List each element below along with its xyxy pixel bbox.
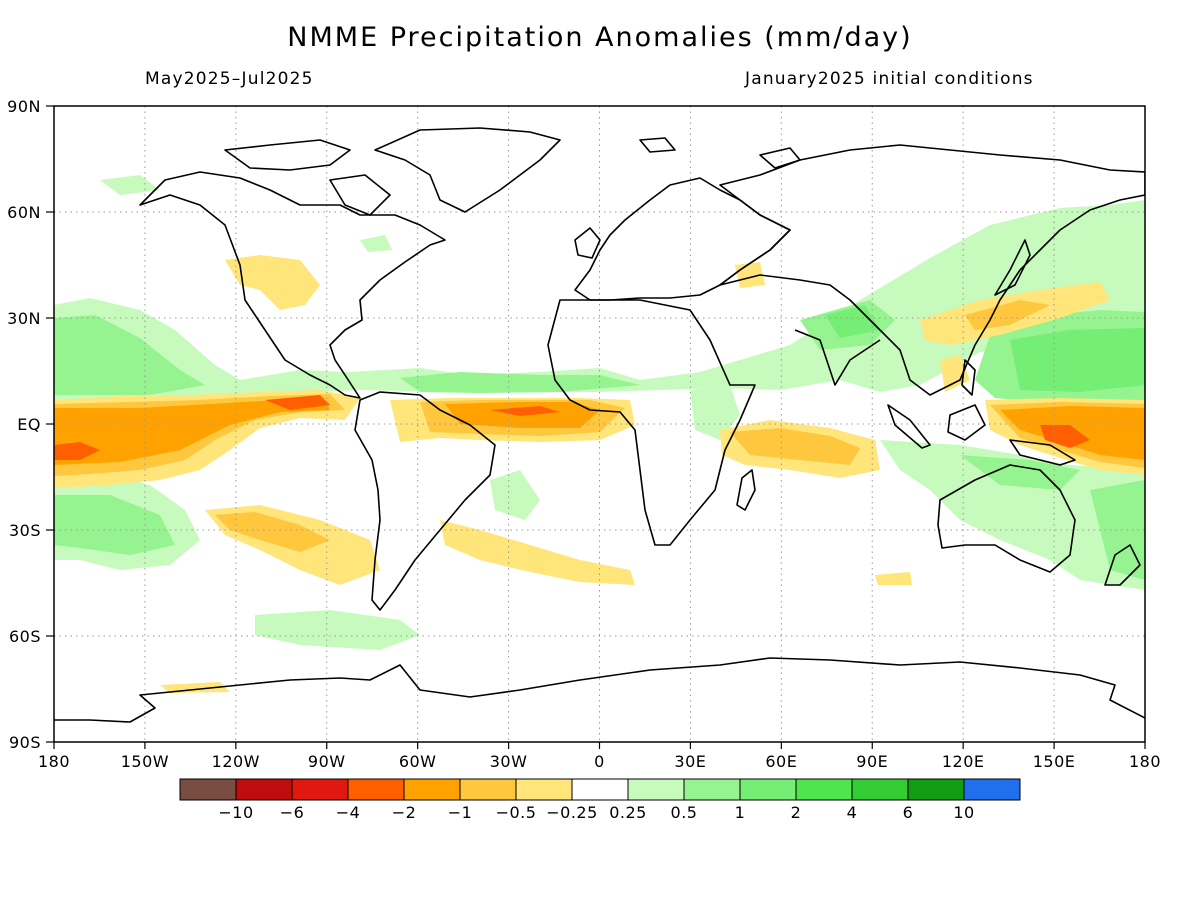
madagascar-outline: [736, 469, 756, 511]
legend-swatch: [403, 778, 461, 801]
legend-swatch: [179, 778, 237, 801]
legend-label: −4: [336, 803, 361, 822]
australia-outline: [937, 464, 1076, 573]
legend-swatch: [963, 778, 1021, 801]
legend-label: −0.5: [496, 803, 537, 822]
longitude-tick-label: 150W: [121, 752, 169, 771]
legend-label: 0.25: [609, 803, 647, 822]
legend-swatch: [907, 778, 965, 801]
color-legend: [179, 778, 1021, 801]
antarctica-outline: [54, 657, 1145, 723]
longitude-labels: 180 150W 120W 90W 60W 30W 0 30E 60E 90E 120E 150E 18…: [38, 742, 1161, 771]
legend-label: −6: [280, 803, 305, 822]
legend-label: 2: [791, 803, 802, 822]
legend-swatch: [795, 778, 853, 801]
borneo-outline: [947, 404, 986, 441]
longitude-tick-label: 60E: [765, 752, 797, 771]
japan-outline: [994, 239, 1031, 296]
longitude-tick-label: 60W: [399, 752, 437, 771]
initial-conditions: January2025 initial conditions: [745, 69, 1034, 89]
legend-swatch: [347, 778, 405, 801]
latitude-tick-label: 90S: [9, 733, 41, 752]
longitude-tick-label: 180: [38, 752, 70, 771]
legend-label: −2: [392, 803, 417, 822]
africa-outline: [547, 299, 756, 546]
legend-label: 6: [903, 803, 914, 822]
longitude-tick-label: 90E: [856, 752, 888, 771]
latitude-tick-label: 30S: [9, 521, 41, 540]
anomaly-shading: [54, 175, 1145, 693]
longitude-tick-label: 30W: [490, 752, 528, 771]
legend-swatch: [235, 778, 293, 801]
longitude-tick-label: 120W: [212, 752, 260, 771]
asia-outline: [719, 144, 1145, 396]
legend-label: −10: [218, 803, 253, 822]
legend-label: −1: [448, 803, 473, 822]
legend-label: 10: [953, 803, 974, 822]
legend-swatch: [627, 778, 685, 801]
uk-outline: [574, 227, 601, 259]
legend-swatch: [739, 778, 797, 801]
valid-period: May2025–Jul2025: [145, 69, 314, 89]
longitude-tick-label: 30E: [674, 752, 706, 771]
legend-swatch: [683, 778, 741, 801]
philippines-outline: [961, 359, 976, 396]
longitude-tick-label: 90W: [308, 752, 346, 771]
legend-swatch: [851, 778, 909, 801]
longitude-tick-label: 150E: [1033, 752, 1076, 771]
longitude-tick-label: 180: [1129, 752, 1161, 771]
latitude-tick-label: 60N: [7, 203, 41, 222]
latitude-tick-label: 60S: [9, 627, 41, 646]
legend-label: 0.5: [671, 803, 698, 822]
latitude-tick-label: 90N: [7, 97, 41, 116]
baffin-island-outline: [329, 174, 391, 216]
legend-swatch: [459, 778, 517, 801]
north-america-outline: [139, 171, 446, 399]
svalbard-outline: [639, 137, 676, 153]
greenland-outline: [374, 127, 561, 213]
coastlines: [54, 127, 1145, 723]
canadian-archipelago-outline: [224, 139, 351, 171]
latitude-tick-label: 30N: [7, 309, 41, 328]
dry-anomalies: [54, 255, 1145, 693]
longitude-tick-label: 0: [594, 752, 605, 771]
new-zealand-outline: [1104, 544, 1141, 586]
color-legend-labels: −10 −6 −4 −2 −1 −0.5 −0.25 0.25 0.5 1 2 4 6 10: [218, 803, 974, 822]
novaya-zemlya-outline: [759, 147, 801, 169]
legend-swatch: [515, 778, 573, 801]
legend-label: −0.25: [546, 803, 598, 822]
latitude-tick-label: EQ: [17, 415, 41, 434]
new-guinea-outline: [1009, 439, 1076, 466]
india-outline: [794, 329, 881, 386]
grid-lines: [54, 106, 1145, 742]
latitude-labels: 90N 60N 30N EQ 30S 60S 90S: [7, 97, 54, 752]
map-title: NMME Precipitation Anomalies (mm/day): [287, 22, 913, 53]
legend-swatch: [291, 778, 349, 801]
longitude-tick-label: 120E: [942, 752, 985, 771]
wet-anomalies: [54, 175, 1145, 650]
south-america-outline: [354, 391, 496, 611]
sumatra-outline: [887, 404, 931, 449]
legend-label: 1: [735, 803, 746, 822]
legend-label: 4: [847, 803, 858, 822]
legend-swatch: [571, 778, 629, 801]
